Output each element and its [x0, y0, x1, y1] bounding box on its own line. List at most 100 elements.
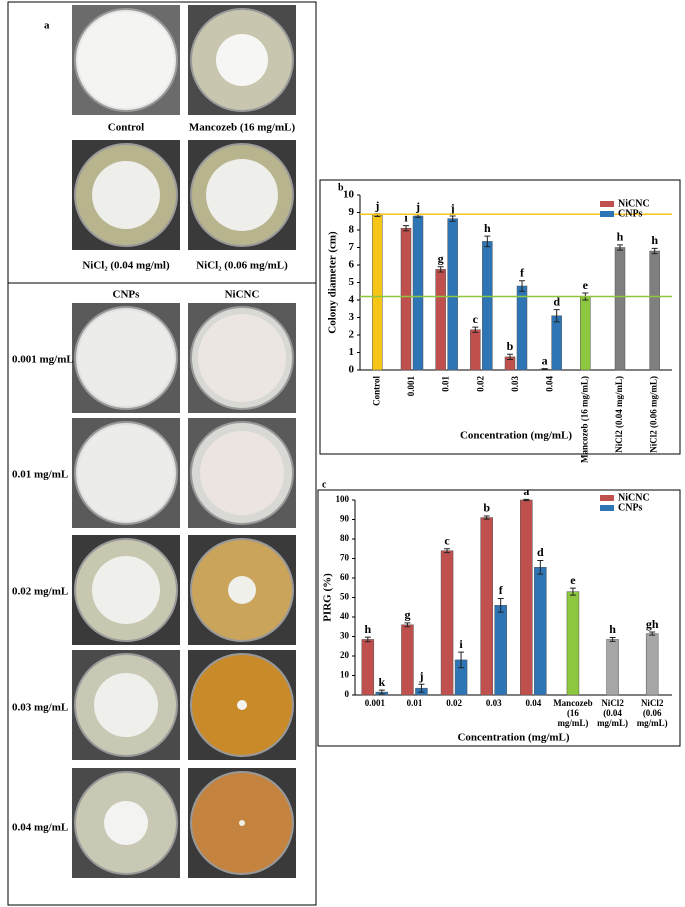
- error-bar: [519, 280, 525, 292]
- significance-letter: f: [520, 266, 525, 280]
- caption: Control: [108, 122, 144, 134]
- bar: [494, 605, 507, 696]
- caption: Mancozeb (16 mg/mL): [189, 122, 296, 134]
- colony: [78, 12, 174, 108]
- y-axis-label: Colony diameter (cm): [327, 231, 339, 334]
- x-tick-label: NiCl2 (0.04 mg/mL): [597, 698, 629, 728]
- row-label: 0.01 mg/mL: [12, 469, 68, 481]
- colony: [228, 576, 256, 604]
- significance-letter: h: [617, 230, 624, 244]
- y-tick-label: 40: [340, 611, 350, 621]
- panel-label: c: [322, 479, 327, 490]
- bar: [534, 567, 547, 696]
- panel-label: b: [338, 182, 344, 193]
- y-tick-label: 10: [340, 670, 350, 680]
- bar: [361, 639, 375, 696]
- bar: [614, 247, 626, 371]
- x-tick-label: 0.001: [364, 698, 385, 708]
- error-bar: [523, 498, 530, 502]
- column-header: NiCNC: [225, 289, 260, 301]
- significance-letter: b: [483, 501, 490, 515]
- y-tick-label: 1: [349, 346, 355, 358]
- error-bar: [449, 215, 456, 222]
- error-bar: [403, 225, 409, 232]
- significance-letter: g: [404, 608, 410, 622]
- x-tick-label: 0.04: [525, 698, 542, 708]
- bar: [470, 329, 481, 371]
- error-bar: [497, 597, 504, 613]
- error-bar: [444, 548, 451, 554]
- legend-label: CNPs: [618, 502, 643, 513]
- x-tick-label: 0.01: [406, 698, 423, 708]
- y-tick-label: 3: [349, 311, 355, 323]
- x-tick-label: Control: [371, 376, 381, 406]
- x-tick-label: NiCl2 (0.06 mg/mL): [649, 376, 659, 453]
- bar: [440, 550, 454, 696]
- significance-letter: gh: [646, 617, 659, 631]
- x-tick-label: 0.03: [485, 698, 502, 708]
- significance-letter: i: [459, 637, 463, 651]
- bar: [580, 296, 591, 371]
- x-tick-label: NiCl2 (0.06 mg/mL): [636, 698, 668, 728]
- bar: [606, 639, 619, 696]
- error-bar: [484, 235, 491, 248]
- significance-letter: j: [418, 669, 423, 683]
- y-tick-label: 6: [349, 259, 355, 271]
- x-tick-label: 0.04: [545, 376, 555, 392]
- colony: [94, 673, 158, 737]
- significance-letter: g: [438, 252, 444, 266]
- x-tick-label-box: Mancozeb (16 mg/mL): [553, 698, 593, 728]
- error-bar: [364, 636, 371, 643]
- y-tick-label: 8: [349, 224, 355, 236]
- bar: [645, 633, 659, 696]
- column-header: CNPs: [113, 289, 141, 301]
- legend-swatch: [600, 505, 614, 511]
- y-tick-label: 30: [340, 631, 350, 641]
- legend-swatch: [600, 201, 614, 207]
- x-tick-label: 0.02: [475, 376, 485, 392]
- colony: [198, 314, 286, 402]
- y-tick-label: 70: [340, 553, 350, 563]
- significance-letter: j: [415, 199, 420, 213]
- x-axis-label: Concentration (mg/mL): [457, 732, 569, 744]
- colony: [78, 310, 174, 406]
- error-bar: [418, 683, 425, 693]
- x-tick-label: Mancozeb (16 mg/mL): [553, 698, 593, 728]
- error-bar: [404, 622, 411, 628]
- y-tick-label: 5: [349, 276, 355, 288]
- error-bar: [458, 651, 465, 669]
- significance-letter: d: [537, 545, 544, 559]
- x-tick-label-box: 0.001: [364, 698, 385, 708]
- bar: [520, 499, 533, 696]
- y-tick-label: 4: [349, 294, 355, 306]
- error-bar: [609, 636, 616, 642]
- error-bar: [437, 266, 444, 273]
- y-tick-label: 80: [340, 533, 350, 543]
- error-bar: [649, 631, 656, 636]
- colony: [92, 161, 160, 229]
- x-tick-label-box: NiCl2 (0.06 mg/mL): [636, 698, 668, 728]
- significance-letter: i: [404, 210, 408, 224]
- colony: [92, 556, 160, 624]
- y-tick-label: 0: [345, 689, 350, 699]
- x-tick-label: 0.03: [510, 376, 520, 392]
- y-tick-label: 20: [340, 650, 350, 660]
- x-tick-label: 0.001: [406, 376, 416, 397]
- x-tick-label: 0.02: [446, 698, 462, 708]
- error-bar: [553, 309, 560, 323]
- bar: [435, 269, 446, 371]
- significance-letter: k: [378, 675, 385, 689]
- significance-letter: e: [583, 278, 589, 292]
- row-label: 0.03 mg/mL: [12, 702, 68, 714]
- significance-letter: h: [364, 622, 371, 636]
- error-bar: [617, 244, 623, 251]
- y-tick-label: 10: [343, 189, 355, 201]
- row-label: 0.001 mg/mL: [12, 354, 74, 366]
- caption: NiCl₂ (0.04 mg/ml): [82, 260, 170, 272]
- error-bar: [569, 587, 576, 596]
- legend-label: NiCNC: [618, 198, 650, 209]
- bar: [516, 285, 528, 371]
- y-tick-label: 100: [336, 494, 350, 504]
- panel-b-frame: [319, 179, 681, 455]
